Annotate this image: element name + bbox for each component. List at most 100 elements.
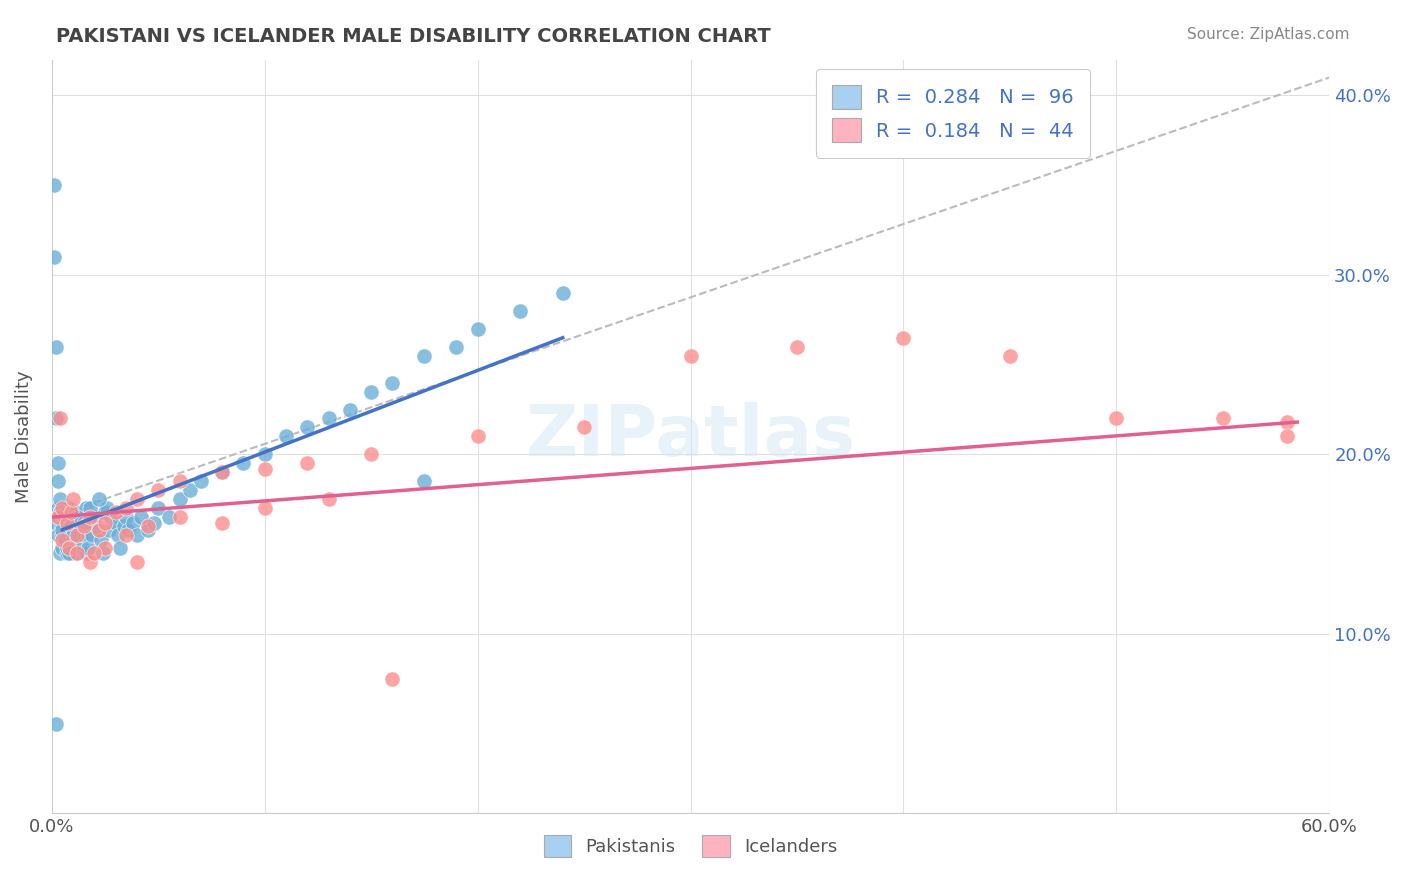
Point xyxy=(42,178,65,193)
Point xyxy=(253,447,276,461)
Point xyxy=(104,505,127,519)
Point xyxy=(58,541,80,555)
Point xyxy=(70,519,93,533)
Point xyxy=(190,475,212,489)
Point xyxy=(75,546,97,560)
Point xyxy=(98,523,121,537)
Point xyxy=(55,523,77,537)
Point xyxy=(45,340,67,354)
Point xyxy=(94,541,117,555)
Point xyxy=(82,528,104,542)
Point xyxy=(125,528,148,542)
Point xyxy=(58,528,80,542)
Point xyxy=(115,510,138,524)
Point xyxy=(46,501,69,516)
Point xyxy=(86,519,108,533)
Point xyxy=(46,510,69,524)
Point xyxy=(59,519,82,533)
Point xyxy=(169,492,191,507)
Point xyxy=(87,523,110,537)
Text: ZIPatlas: ZIPatlas xyxy=(526,402,856,471)
Point xyxy=(381,672,404,686)
Point xyxy=(79,555,101,569)
Point xyxy=(42,250,65,264)
Point xyxy=(169,510,191,524)
Point xyxy=(148,501,170,516)
Point xyxy=(125,555,148,569)
Point xyxy=(59,510,82,524)
Point xyxy=(79,510,101,524)
Point xyxy=(77,528,100,542)
Point xyxy=(115,528,138,542)
Text: Source: ZipAtlas.com: Source: ZipAtlas.com xyxy=(1187,27,1350,42)
Point xyxy=(998,349,1021,363)
Point xyxy=(1105,411,1128,425)
Point xyxy=(679,349,702,363)
Point xyxy=(51,533,73,548)
Point xyxy=(49,505,72,519)
Point xyxy=(253,501,276,516)
Point xyxy=(297,420,319,434)
Point xyxy=(786,340,808,354)
Point xyxy=(87,523,110,537)
Point xyxy=(46,528,69,542)
Point xyxy=(77,541,100,555)
Point xyxy=(46,456,69,470)
Point xyxy=(51,523,73,537)
Point xyxy=(318,492,340,507)
Point xyxy=(467,322,489,336)
Point xyxy=(360,384,382,399)
Point xyxy=(104,516,127,530)
Text: PAKISTANI VS ICELANDER MALE DISABILITY CORRELATION CHART: PAKISTANI VS ICELANDER MALE DISABILITY C… xyxy=(56,27,770,45)
Point xyxy=(66,546,89,560)
Point xyxy=(58,546,80,560)
Point xyxy=(62,492,84,507)
Point xyxy=(253,461,276,475)
Point xyxy=(73,519,96,533)
Point xyxy=(66,516,89,530)
Point xyxy=(51,501,73,516)
Point xyxy=(63,523,86,537)
Point xyxy=(53,533,76,548)
Point xyxy=(94,516,117,530)
Point xyxy=(70,541,93,555)
Point xyxy=(67,528,90,542)
Point xyxy=(297,456,319,470)
Point xyxy=(59,541,82,555)
Point xyxy=(79,501,101,516)
Point xyxy=(91,546,114,560)
Point xyxy=(148,483,170,498)
Point xyxy=(73,528,96,542)
Point xyxy=(62,546,84,560)
Point xyxy=(75,501,97,516)
Point xyxy=(211,465,233,479)
Point xyxy=(96,501,118,516)
Point xyxy=(46,475,69,489)
Point xyxy=(45,516,67,530)
Point xyxy=(94,505,117,519)
Point xyxy=(53,533,76,548)
Point xyxy=(79,516,101,530)
Point xyxy=(79,510,101,524)
Point xyxy=(1212,411,1234,425)
Point xyxy=(49,505,72,519)
Point xyxy=(179,483,201,498)
Point xyxy=(90,533,112,548)
Point xyxy=(53,510,76,524)
Point xyxy=(55,546,77,560)
Point xyxy=(413,475,436,489)
Point xyxy=(62,519,84,533)
Point xyxy=(83,546,105,560)
Point xyxy=(572,420,595,434)
Point xyxy=(157,510,180,524)
Point xyxy=(66,528,89,542)
Point xyxy=(49,546,72,560)
Point xyxy=(62,528,84,542)
Point xyxy=(83,510,105,524)
Point xyxy=(49,492,72,507)
Point xyxy=(1275,429,1298,443)
Point xyxy=(121,516,143,530)
Point xyxy=(112,519,135,533)
Point xyxy=(360,447,382,461)
Point xyxy=(211,465,233,479)
